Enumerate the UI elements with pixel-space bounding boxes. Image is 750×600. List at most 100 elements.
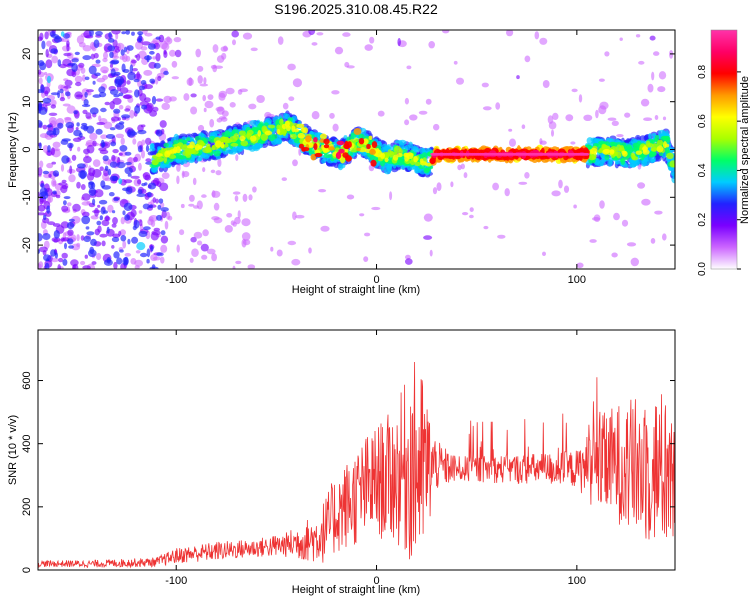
spectrogram-cell [176,154,184,160]
spectrogram-cell [149,110,158,117]
spectrogram-cell [92,159,101,168]
spectrogram-cell [573,204,577,209]
spectrogram-cell [89,30,94,37]
spectrogram-cell [346,194,355,200]
spectrogram-cell [68,174,76,183]
spectrogram-cell [356,235,361,239]
spectrogram-cell [57,264,62,269]
spectrogram-cell [38,104,42,108]
spectrogram-cell [651,147,657,152]
spectrogram-cell [463,172,468,179]
figure-title: S196.2025.310.08.45.R22 [274,1,438,17]
spectrogram-cell [122,257,129,266]
spectrogram-cell [163,50,168,59]
spectrogram-cell [67,62,76,66]
spectrogram-cell [140,252,148,258]
spectrogram-cell [171,76,179,80]
spectrogram-cell [85,89,94,93]
spectrogram-cell [75,127,79,131]
spectrogram-cell [569,201,579,206]
spectrogram-cell [364,44,373,51]
spectrogram-cell [108,38,115,43]
spectrogram-cell [359,213,365,217]
spectrogram-cell [234,216,241,225]
spectrogram-cell [164,37,173,45]
spectrogram-cell [138,210,143,214]
spectrogram-cell [151,230,161,236]
colorbar-tick-label: 0.8 [697,64,708,78]
spectrogram-cell [129,109,135,119]
spectrogram-cell [183,93,190,101]
spectrogram-cell [51,237,61,243]
spectrogram-cell [291,258,301,266]
spectrogram-cell [565,114,574,122]
spectrogram-cell [128,157,133,163]
spectrogram-cell [209,118,215,128]
spectrogram-cell [436,182,442,192]
spectrogram-cell [576,262,584,269]
spectrogram-cell [450,181,454,188]
spectrogram-cell [118,152,123,156]
spectrogram-cell [46,75,52,84]
spectrogram-cell [120,49,125,56]
spectrogram-cell [342,32,351,37]
spectrogram-cell [148,204,154,209]
spectrogram-cell [191,248,199,257]
spectrogram-cell [403,200,411,208]
spectrogram-cell [80,184,86,190]
spectrogram-cell [621,219,629,227]
spectrogram-cell [101,240,106,247]
spectrogram-cell [95,59,101,64]
spectrogram-cell [73,110,78,115]
spectrogram-cell [344,148,349,153]
spectrogram-cell [305,135,312,143]
spectrogram-cell [199,83,209,87]
spectrogram-cell [542,251,546,256]
spectrogram-cell [276,249,283,257]
spectrogram-cell [482,106,492,111]
spectrogram-cell [63,85,72,89]
spectrogram-cell [40,84,45,94]
spectrogram-cell [47,145,51,153]
colorbar: 0.0 0.2 0.4 0.6 0.8 Normalized spectral ampl… [697,29,750,276]
spectrogram-cell [242,193,248,202]
spectrogram-cell [613,212,620,221]
spectrogram-heatmap [38,30,675,269]
spectrogram-cell [640,98,650,107]
spectrogram-cell [599,200,605,209]
spectrogram-cell [145,144,150,153]
spectrogram-cell [508,128,513,132]
spectrogram-cell [137,129,147,135]
spectrogram-cell [145,137,152,146]
spectrogram-cell [571,88,578,93]
spectrogram-cell [48,173,52,178]
spectrogram-cell [55,194,61,199]
spectrogram-cell [144,182,148,186]
spectrogram-cell [194,143,200,151]
spectrogram-cell [53,36,63,43]
spectrogram-cell [423,167,430,174]
spectrogram-cell [139,219,143,227]
spectrogram-cell [57,90,61,99]
spectrogram-cell [286,125,291,132]
spectrogram-cell [524,172,530,179]
spectrogram-cell [100,134,108,139]
spectrogram-cell [610,141,618,148]
spectrogram-cell [95,128,103,135]
colorbar-axes: 0.0 0.2 0.4 0.6 0.8 [697,64,741,276]
spectrogram-cell [39,62,47,71]
spectrogram-cell [39,191,49,200]
spectrogram-cell [643,117,653,121]
colorbar-frame [710,29,738,270]
spectrogram-cell [181,216,187,223]
spectrogram-cell [648,120,653,130]
spectrogram-cell [363,256,369,262]
spectrogram-cell [39,160,44,169]
spectrogram-cell [68,245,74,249]
spectrogram-cell [124,167,133,175]
spectrogram-cell [134,54,138,58]
spectrogram-cell [67,238,74,245]
spectrogram-cell [143,84,153,90]
spectrogram-cell [414,161,421,167]
spectrogram-cell [547,115,554,124]
